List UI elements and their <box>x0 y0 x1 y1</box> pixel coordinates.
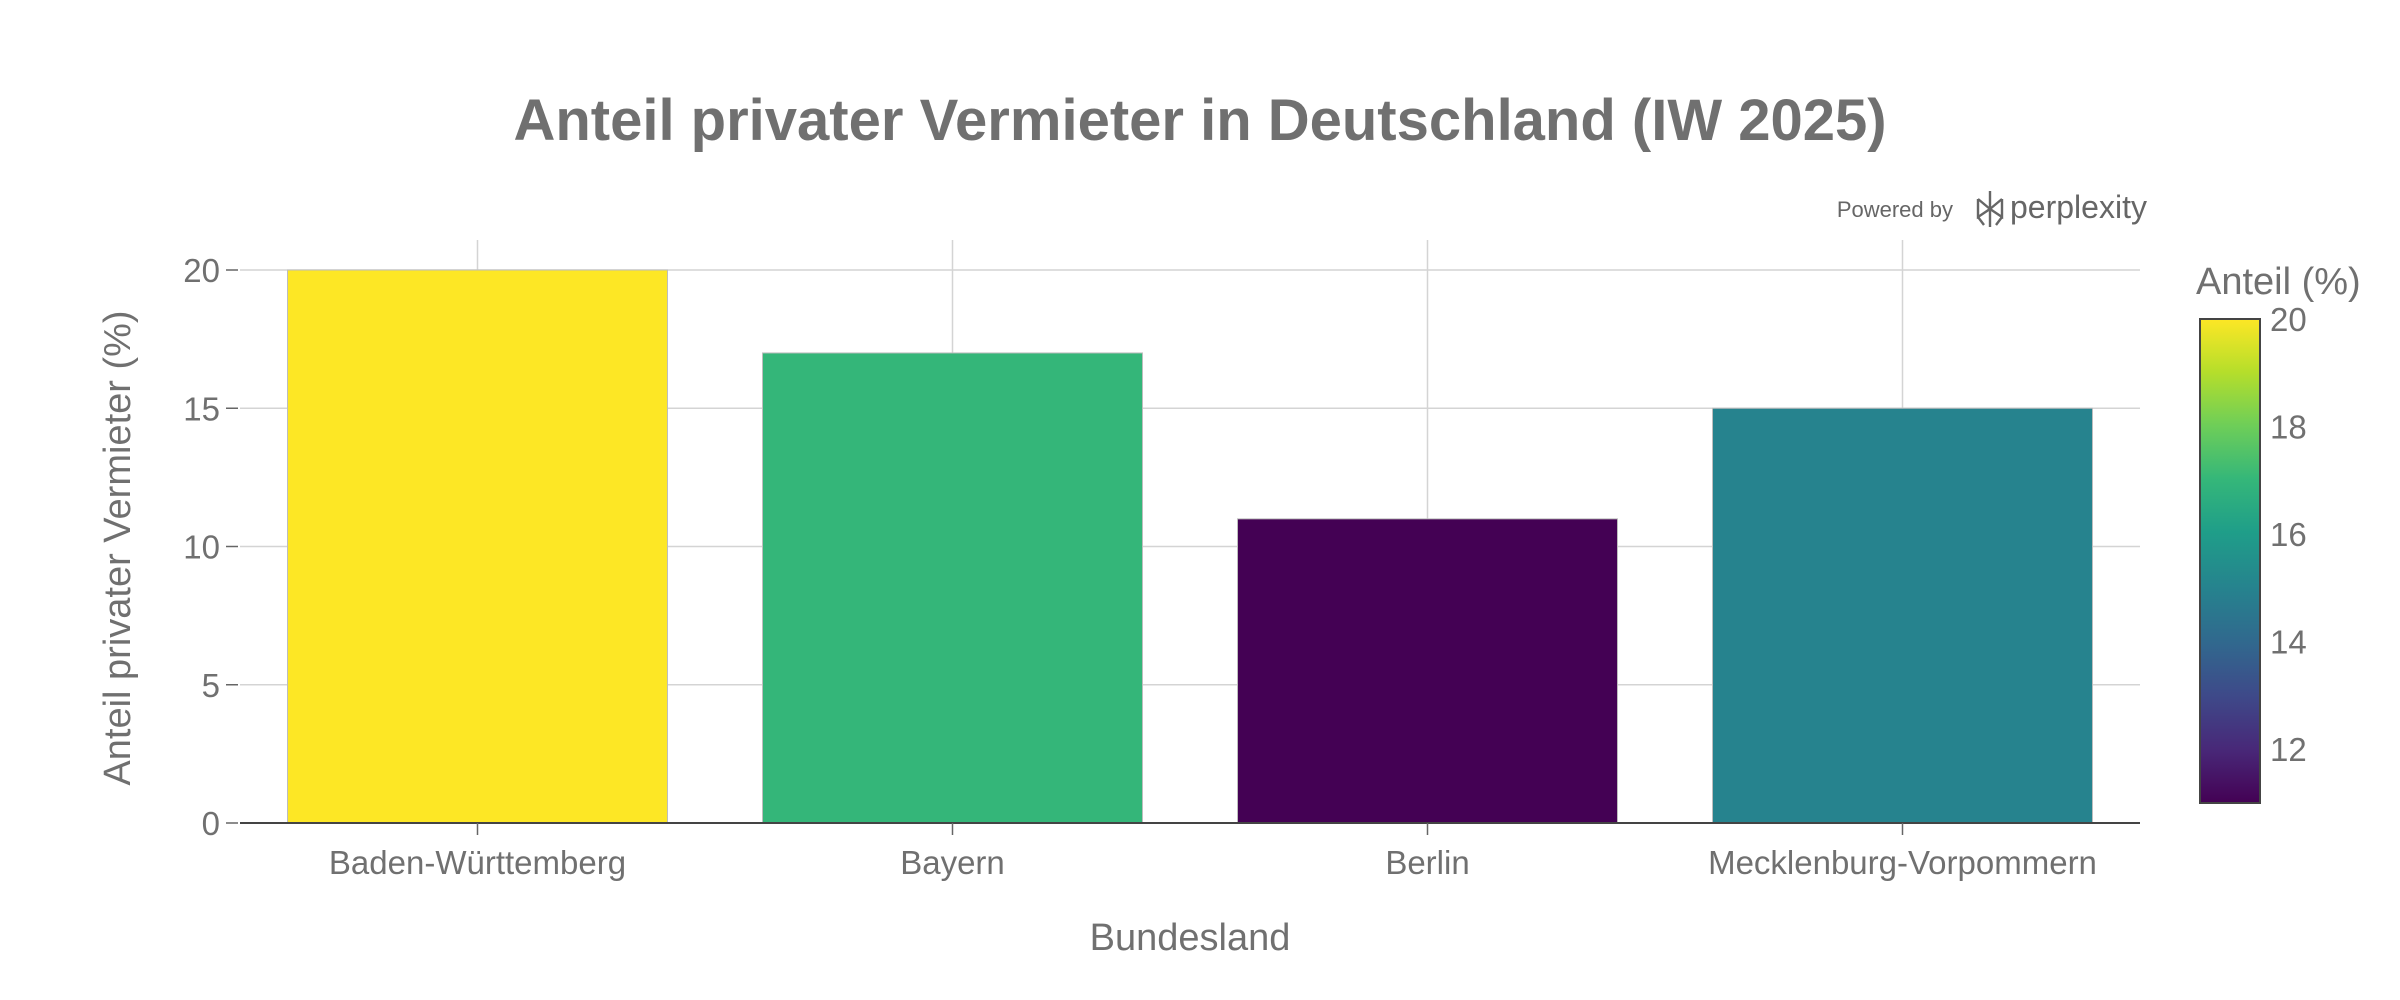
colorbar-tick-label: 14 <box>2270 624 2307 661</box>
colorbar-title: Anteil (%) <box>2196 261 2361 303</box>
colorbar-tick-label: 20 <box>2270 301 2307 338</box>
y-tick-label: 0 <box>202 805 220 842</box>
colorbar-ticks: 12 14 16 18 20 <box>2270 301 2307 768</box>
x-tick-label: Mecklenburg-Vorpommern <box>1708 844 2097 881</box>
y-axis-ticks: 0 5 10 15 20 <box>183 252 238 842</box>
colorbar-tick-label: 12 <box>2270 731 2307 768</box>
y-tick-label: 15 <box>183 390 220 427</box>
watermark: Powered by perplexity <box>1837 189 2147 227</box>
colorbar-tick-label: 16 <box>2270 516 2307 553</box>
x-tick-label: Baden-Württemberg <box>329 844 626 881</box>
colorbar-tick-label: 18 <box>2270 409 2307 446</box>
bar <box>762 352 1143 824</box>
y-tick-label: 5 <box>202 667 220 704</box>
x-tick-label: Bayern <box>900 844 1005 881</box>
x-axis-ticks: Baden-Württemberg Bayern Berlin Mecklenburg… <box>329 823 2097 881</box>
colorbar: Anteil (%) 12 14 16 18 20 <box>2196 261 2361 804</box>
x-axis-title: Bundesland <box>1090 917 1291 959</box>
watermark-brand: perplexity <box>2010 189 2147 225</box>
perplexity-logo-icon <box>1976 191 2004 227</box>
y-tick-label: 10 <box>183 529 220 566</box>
colorbar-gradient <box>2199 318 2261 804</box>
x-tick-label: Berlin <box>1385 844 1469 881</box>
bar <box>287 269 668 824</box>
bar <box>1712 407 2093 824</box>
watermark-prefix: Powered by <box>1837 197 1953 222</box>
bar <box>1237 518 1618 824</box>
y-axis-title: Anteil privater Vermieter (%) <box>97 310 139 785</box>
chart-title: Anteil privater Vermieter in Deutschland… <box>513 88 1886 153</box>
bars <box>287 269 2093 824</box>
y-tick-label: 20 <box>183 252 220 289</box>
